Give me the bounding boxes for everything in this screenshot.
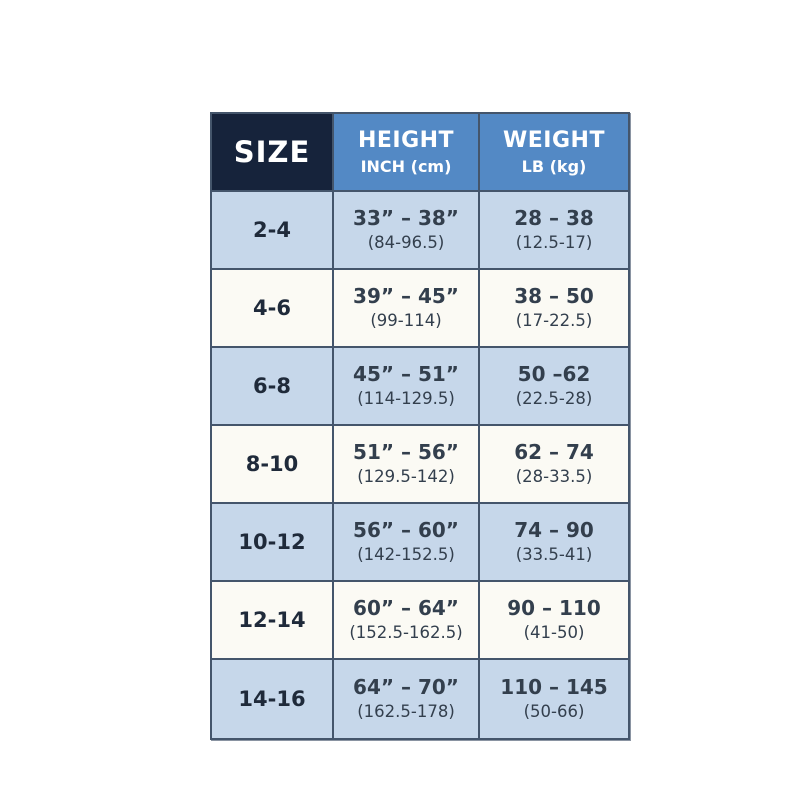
size-cell: 14-16 bbox=[212, 660, 334, 738]
height-inches: 56” – 60” bbox=[353, 518, 459, 543]
header-height: HEIGHT INCH (cm) bbox=[334, 114, 480, 192]
height-inches: 33” – 38” bbox=[353, 206, 459, 231]
weight-lb: 110 – 145 bbox=[500, 675, 608, 700]
header-weight-sublabel: LB (kg) bbox=[521, 157, 587, 177]
table-row: 14-16 64” – 70” (162.5-178) 110 – 145 (5… bbox=[212, 660, 628, 738]
height-inches: 60” – 64” bbox=[353, 596, 459, 621]
weight-kg: (41-50) bbox=[523, 623, 585, 643]
height-cm: (129.5-142) bbox=[357, 467, 455, 487]
height-inches: 39” – 45” bbox=[353, 284, 459, 309]
height-cell: 56” – 60” (142-152.5) bbox=[334, 504, 480, 582]
weight-kg: (12.5-17) bbox=[515, 233, 593, 253]
weight-cell: 62 – 74 (28-33.5) bbox=[480, 426, 628, 504]
size-value: 10-12 bbox=[238, 529, 306, 554]
weight-cell: 50 –62 (22.5-28) bbox=[480, 348, 628, 426]
size-cell: 10-12 bbox=[212, 504, 334, 582]
size-cell: 8-10 bbox=[212, 426, 334, 504]
weight-lb: 62 – 74 bbox=[514, 440, 594, 465]
size-cell: 2-4 bbox=[212, 192, 334, 270]
weight-lb: 90 – 110 bbox=[507, 596, 601, 621]
table-row: 10-12 56” – 60” (142-152.5) 74 – 90 (33.… bbox=[212, 504, 628, 582]
weight-cell: 90 – 110 (41-50) bbox=[480, 582, 628, 660]
weight-kg: (28-33.5) bbox=[515, 467, 593, 487]
height-cm: (99-114) bbox=[370, 311, 442, 331]
header-weight: WEIGHT LB (kg) bbox=[480, 114, 628, 192]
weight-kg: (33.5-41) bbox=[515, 545, 593, 565]
weight-cell: 74 – 90 (33.5-41) bbox=[480, 504, 628, 582]
weight-cell: 38 – 50 (17-22.5) bbox=[480, 270, 628, 348]
header-weight-label: WEIGHT bbox=[503, 127, 605, 153]
weight-lb: 74 – 90 bbox=[514, 518, 594, 543]
height-cm: (142-152.5) bbox=[357, 545, 455, 565]
height-cm: (162.5-178) bbox=[357, 702, 455, 722]
table-row: 4-6 39” – 45” (99-114) 38 – 50 (17-22.5) bbox=[212, 270, 628, 348]
height-cell: 64” – 70” (162.5-178) bbox=[334, 660, 480, 738]
height-inches: 64” – 70” bbox=[353, 675, 459, 700]
size-value: 12-14 bbox=[238, 607, 306, 632]
table-row: 12-14 60” – 64” (152.5-162.5) 90 – 110 (… bbox=[212, 582, 628, 660]
size-value: 14-16 bbox=[238, 686, 306, 711]
weight-lb: 50 –62 bbox=[517, 362, 591, 387]
size-cell: 4-6 bbox=[212, 270, 334, 348]
table-row: 2-4 33” – 38” (84-96.5) 28 – 38 (12.5-17… bbox=[212, 192, 628, 270]
size-value: 2-4 bbox=[253, 217, 291, 242]
height-cm: (152.5-162.5) bbox=[349, 623, 463, 643]
height-inches: 51” – 56” bbox=[353, 440, 459, 465]
weight-lb: 38 – 50 bbox=[514, 284, 594, 309]
weight-kg: (22.5-28) bbox=[515, 389, 593, 409]
size-chart-table: SIZE HEIGHT INCH (cm) WEIGHT LB (kg) 2-4… bbox=[210, 112, 630, 740]
height-cm: (114-129.5) bbox=[357, 389, 455, 409]
height-cell: 51” – 56” (129.5-142) bbox=[334, 426, 480, 504]
weight-cell: 28 – 38 (12.5-17) bbox=[480, 192, 628, 270]
height-cell: 45” – 51” (114-129.5) bbox=[334, 348, 480, 426]
height-cell: 39” – 45” (99-114) bbox=[334, 270, 480, 348]
table-row: 6-8 45” – 51” (114-129.5) 50 –62 (22.5-2… bbox=[212, 348, 628, 426]
header-height-sublabel: INCH (cm) bbox=[360, 157, 452, 177]
height-inches: 45” – 51” bbox=[353, 362, 459, 387]
size-value: 8-10 bbox=[245, 451, 299, 476]
weight-kg: (50-66) bbox=[523, 702, 585, 722]
size-value: 6-8 bbox=[253, 373, 291, 398]
header-size: SIZE bbox=[212, 114, 334, 192]
height-cell: 33” – 38” (84-96.5) bbox=[334, 192, 480, 270]
table-row: 8-10 51” – 56” (129.5-142) 62 – 74 (28-3… bbox=[212, 426, 628, 504]
size-value: 4-6 bbox=[253, 295, 291, 320]
header-size-label: SIZE bbox=[233, 134, 311, 169]
weight-cell: 110 – 145 (50-66) bbox=[480, 660, 628, 738]
height-cm: (84-96.5) bbox=[367, 233, 445, 253]
size-cell: 6-8 bbox=[212, 348, 334, 426]
weight-lb: 28 – 38 bbox=[514, 206, 594, 231]
header-height-label: HEIGHT bbox=[357, 127, 455, 153]
height-cell: 60” – 64” (152.5-162.5) bbox=[334, 582, 480, 660]
table-header-row: SIZE HEIGHT INCH (cm) WEIGHT LB (kg) bbox=[212, 114, 628, 192]
weight-kg: (17-22.5) bbox=[515, 311, 593, 331]
size-cell: 12-14 bbox=[212, 582, 334, 660]
